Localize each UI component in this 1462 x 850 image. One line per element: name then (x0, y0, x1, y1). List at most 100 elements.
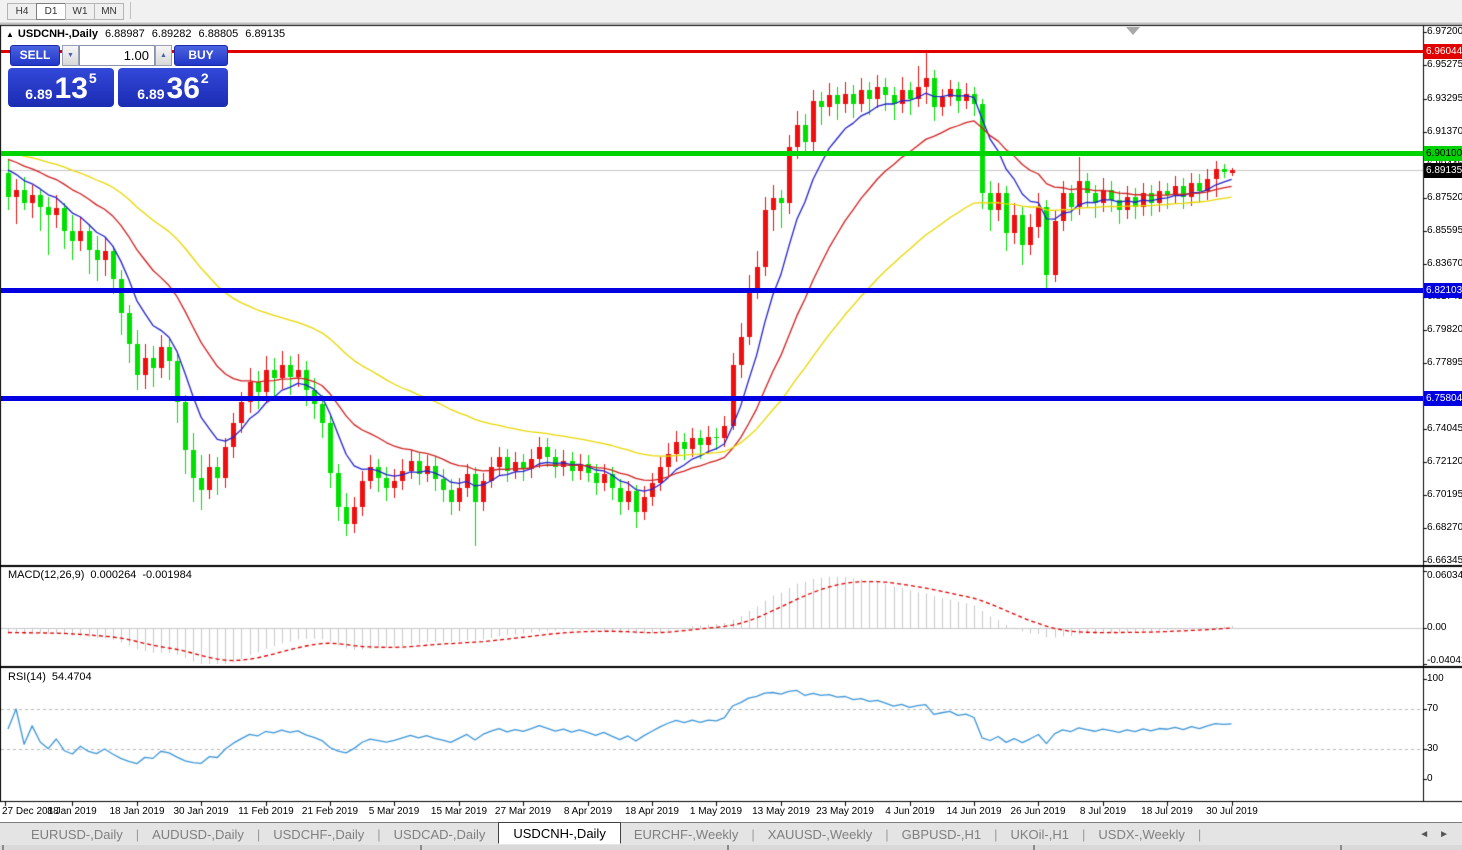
macd-pane-label: MACD(12,26,9) 0.000264 -0.001984 (8, 569, 192, 581)
chart-tab-USDCAD-Daily[interactable]: USDCAD-,Daily (393, 826, 486, 842)
price-level-badge: 6.90100 (1424, 146, 1462, 161)
macd-label: MACD(12,26,9) (8, 569, 85, 581)
price-axis-tick: 6.79820 (1427, 324, 1462, 335)
date-axis-label: 8 Jul 2019 (1079, 806, 1127, 817)
toolbar-edge (0, 21, 1462, 25)
volume-decrease-button[interactable]: ▼ (62, 45, 79, 66)
date-axis-label: 8 Jan 2019 (47, 806, 97, 817)
date-axis-label: 30 Jul 2019 (1206, 806, 1258, 817)
sell-price-main: 13 (54, 72, 88, 105)
rsi-axis-tick: 100 (1427, 673, 1444, 684)
tab-scroll-arrows: ◄ ► (1414, 829, 1454, 840)
date-axis-label: 30 Jan 2019 (173, 806, 229, 817)
tab-separator: | (885, 826, 889, 842)
support-line-lower[interactable] (1, 396, 1423, 401)
volume-input[interactable] (79, 45, 155, 66)
tab-separator: | (377, 826, 381, 842)
tab-separator: | (1197, 826, 1202, 842)
ohlc-high: 6.89282 (151, 28, 192, 40)
chart-tab-UKOil-H1[interactable]: UKOil-,H1 (1010, 826, 1069, 842)
date-axis-label: 13 May 2019 (752, 806, 810, 817)
date-axis-label: 14 Jun 2019 (946, 806, 1002, 817)
price-axis-tick: 6.77895 (1427, 357, 1462, 368)
buy-price-main: 36 (166, 72, 200, 105)
price-level-badge: 6.75804 (1424, 391, 1462, 406)
date-axis-label: 18 Jan 2019 (109, 806, 165, 817)
buy-price-box[interactable]: 6.89 36 2 (118, 68, 228, 107)
resistance-line-upper[interactable] (1, 50, 1423, 53)
chart-tab-USDCHF-Daily[interactable]: USDCHF-,Daily (273, 826, 365, 842)
date-axis-label: 18 Apr 2019 (625, 806, 679, 817)
support-line-upper[interactable] (1, 288, 1423, 293)
timeframe-button-W1[interactable]: W1 (65, 3, 95, 20)
window-bottom-edge (0, 845, 1462, 850)
chart-tab-bar: EURUSD-,Daily | AUDUSD-,Daily | USDCHF-,Dail… (0, 822, 1462, 845)
chart-tab-AUDUSD-Daily[interactable]: AUDUSD-,Daily (152, 826, 244, 842)
timeframe-button-MN[interactable]: MN (94, 3, 124, 20)
tab-separator: | (751, 826, 755, 842)
chart-tab-USDCNH-Daily[interactable]: USDCNH-,Daily (498, 822, 621, 844)
buy-button[interactable]: BUY (174, 45, 228, 66)
macd-axis-tick: 0.00 (1427, 622, 1447, 633)
chart-tab-GBPUSD-H1[interactable]: GBPUSD-,H1 (901, 826, 982, 842)
price-axis-tick: 6.74045 (1427, 423, 1462, 434)
ohlc-low: 6.88805 (198, 28, 239, 40)
date-axis-label: 21 Feb 2019 (301, 806, 359, 817)
top-toolbar: H4 D1 W1 MN (0, 0, 1462, 21)
chart-collapse-icon[interactable]: ▲ (6, 30, 14, 39)
sell-button[interactable]: SELL (10, 45, 60, 66)
macd-main-value: 0.000264 (90, 569, 137, 581)
chart-tab-EURUSD-Daily[interactable]: EURUSD-,Daily (31, 826, 123, 842)
tab-scroll-left-icon[interactable]: ◄ (1419, 828, 1430, 840)
sell-price-box[interactable]: 6.89 13 5 (8, 68, 114, 107)
ohlc-open: 6.88987 (105, 28, 145, 40)
price-axis-tick: 6.97200 (1427, 26, 1462, 37)
timeframe-button-D1[interactable]: D1 (36, 3, 66, 20)
date-axis-label: 15 Mar 2019 (430, 806, 488, 817)
date-axis-label: 27 Dec 2018 (2, 806, 59, 817)
rsi-axis-tick: 70 (1427, 703, 1439, 714)
price-axis-tick: 6.68270 (1427, 522, 1462, 533)
buy-price-prefix: 6.89 (137, 86, 165, 102)
price-axis-tick: 6.87520 (1427, 192, 1462, 203)
resistance-line-lower[interactable] (1, 151, 1423, 156)
date-axis-label: 23 May 2019 (816, 806, 874, 817)
ohlc-close: 6.89135 (245, 28, 286, 40)
bid-price-badge: 6.89135 (1424, 163, 1462, 178)
chart-shift-icon[interactable] (1126, 27, 1140, 35)
price-axis-tick: 6.83670 (1427, 258, 1462, 269)
date-axis-label: 26 Jun 2019 (1010, 806, 1066, 817)
macd-axis-tick: 0.060342 (1427, 570, 1462, 581)
timeframe-button-group: H4 D1 W1 MN (0, 1, 124, 20)
chart-tab-XAUUSD-Weekly[interactable]: XAUUSD-,Weekly (767, 826, 873, 842)
volume-increase-button[interactable]: ▲ (155, 45, 172, 66)
price-axis-tick: 6.70195 (1427, 489, 1462, 500)
timeframe-button-H4[interactable]: H4 (7, 3, 37, 20)
macd-signal-value: -0.001984 (142, 569, 192, 581)
price-axis-tick: 6.93295 (1427, 93, 1462, 104)
price-axis-tick: 6.66345 (1427, 555, 1462, 566)
date-axis-label: 27 Mar 2019 (494, 806, 552, 817)
date-axis-label: 11 Feb 2019 (238, 806, 294, 817)
rsi-pane-label: RSI(14) 54.4704 (8, 671, 92, 683)
rsi-axis-tick: 0 (1427, 773, 1433, 784)
price-axis-tick: 6.85595 (1427, 225, 1462, 236)
date-axis-label: 8 Apr 2019 (563, 806, 613, 817)
toolbar-separator (130, 2, 131, 19)
tab-scroll-right-icon[interactable]: ► (1439, 828, 1449, 840)
chart-tab-USDX-Weekly[interactable]: USDX-,Weekly (1098, 826, 1185, 842)
macd-axis-tick: -0.040415 (1427, 655, 1462, 666)
price-level-badge: 6.82103 (1424, 283, 1462, 298)
chart-tab-EURCHF-Weekly[interactable]: EURCHF-,Weekly (633, 826, 739, 842)
rsi-label: RSI(14) (8, 671, 46, 683)
date-axis-label: 4 Jun 2019 (885, 806, 935, 817)
chart-title: ▲ USDCNH-,Daily 6.88987 6.89282 6.88805 6.891… (6, 28, 285, 40)
price-axis-tick: 6.91370 (1427, 126, 1462, 137)
buy-price-pip: 2 (200, 70, 209, 86)
date-axis-label: 5 Mar 2019 (368, 806, 420, 817)
date-axis-label: 1 May 2019 (689, 806, 743, 817)
price-axis-tick: 6.95275 (1427, 59, 1462, 70)
